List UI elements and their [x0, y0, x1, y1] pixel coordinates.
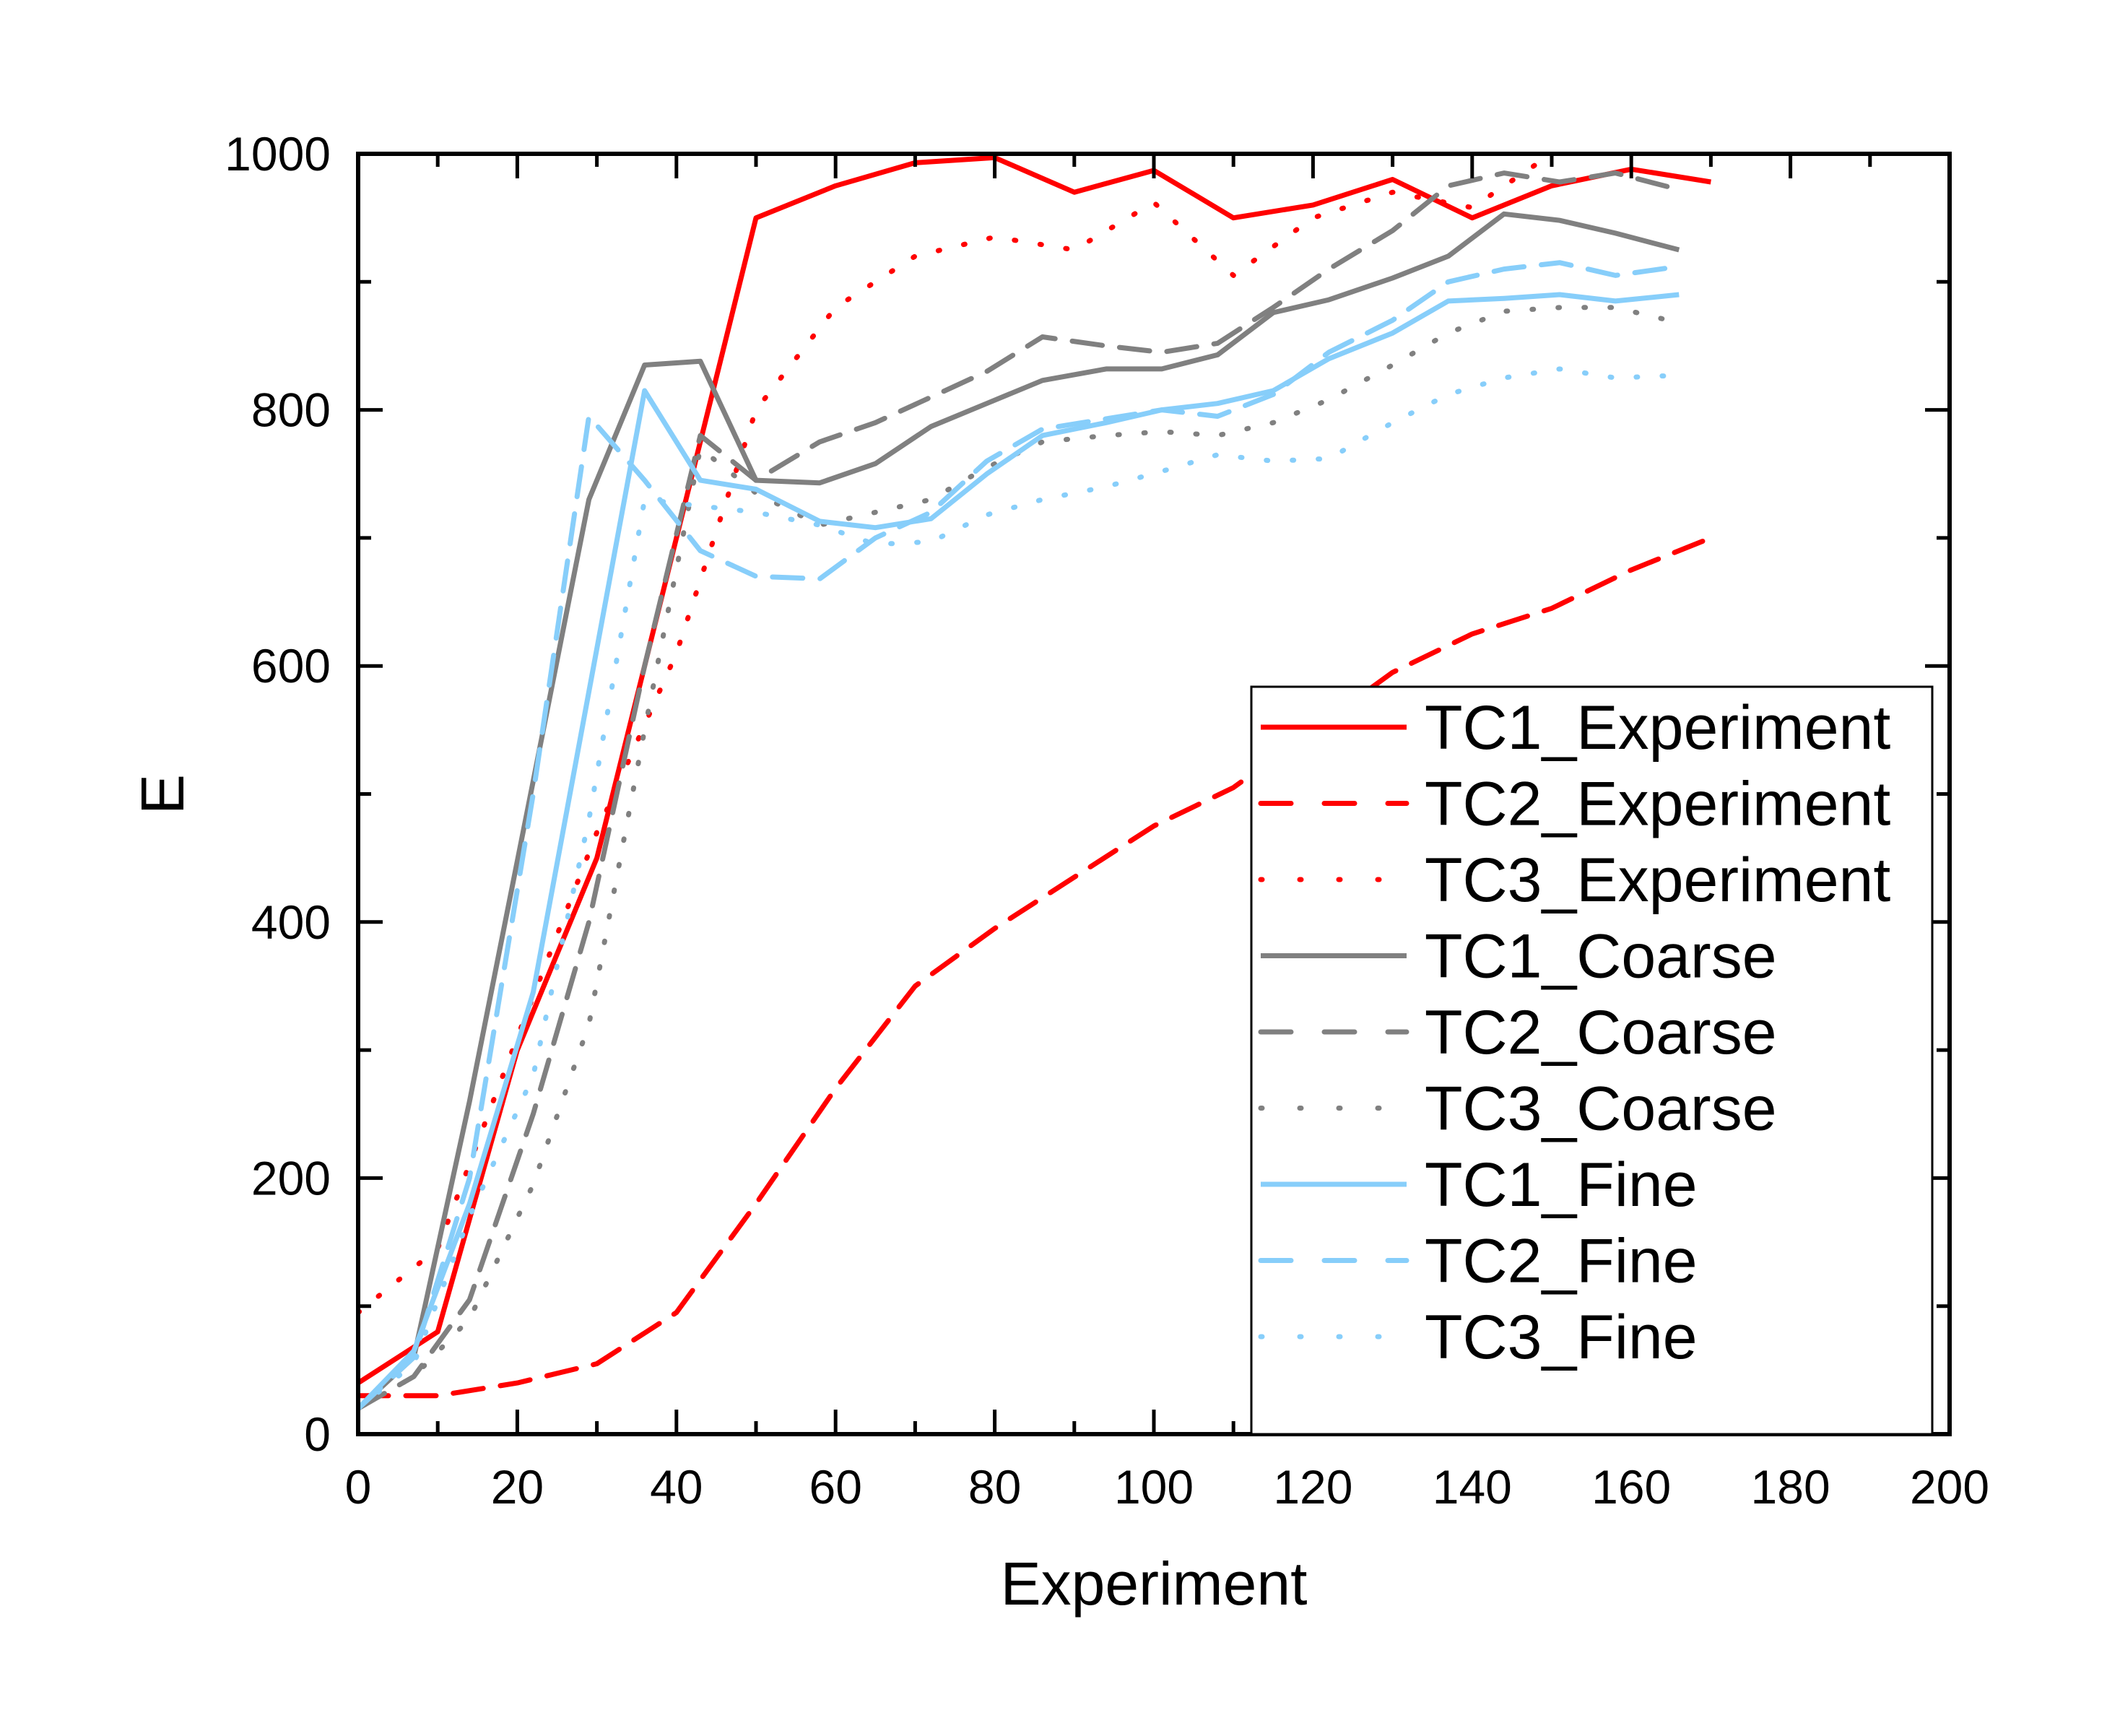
x-tick-label: 0 [345, 1460, 372, 1514]
legend: TC1_Experiment TC2_Experiment TC3_Experime… [1250, 685, 1934, 1436]
y-tick-label: 0 [304, 1407, 331, 1461]
x-tick-label: 20 [491, 1460, 544, 1514]
x-tick-label: 180 [1751, 1460, 1830, 1514]
x-tick-label: 160 [1591, 1460, 1671, 1514]
series-line-tc1-fine [358, 292, 1680, 1410]
legend-label: TC1_Coarse [1425, 922, 1777, 991]
legend-label: TC3_Coarse [1425, 1075, 1777, 1144]
axis-ticks: 0 20 40 60 80 100 120 140 160 180 200 0 200 400 600 800… [225, 127, 1989, 1514]
legend-label: TC2_Fine [1425, 1227, 1698, 1296]
series-line-tc3-fine [358, 366, 1682, 1411]
x-tick-label: 60 [809, 1460, 861, 1514]
legend-label: TC3_Experiment [1425, 846, 1890, 915]
legend-box [1250, 685, 1934, 1436]
legend-label: TC2_Experiment [1425, 770, 1890, 839]
y-tick-label: 200 [251, 1151, 331, 1205]
x-tick-label: 40 [650, 1460, 703, 1514]
series-line-tc2-experiment [358, 535, 1713, 1399]
series-line-tc1-experiment [358, 155, 1711, 1386]
legend-label: TC1_Experiment [1425, 693, 1890, 763]
x-tick-label: 100 [1114, 1460, 1194, 1514]
x-tick-label: 80 [968, 1460, 1021, 1514]
y-tick-label: 1000 [225, 127, 331, 181]
x-tick-label: 120 [1273, 1460, 1352, 1514]
y-axis-title: E [129, 774, 196, 815]
x-tick-label: 140 [1433, 1460, 1512, 1514]
y-tick-label: 800 [251, 383, 331, 437]
y-tick-label: 400 [251, 895, 331, 949]
series-line-tc1-coarse [358, 211, 1680, 1411]
legend-label: TC2_Coarse [1425, 998, 1777, 1067]
legend-label: TC3_Fine [1425, 1303, 1698, 1372]
series-line-tc2-coarse [358, 170, 1682, 1411]
series-layer [358, 151, 1713, 1411]
x-axis-title: Experiment [1001, 1550, 1308, 1618]
x-tick-label: 200 [1910, 1460, 1989, 1514]
series-line-tc2-fine [358, 260, 1682, 1411]
y-tick-label: 600 [251, 639, 331, 693]
legend-label: TC1_Fine [1425, 1150, 1698, 1220]
